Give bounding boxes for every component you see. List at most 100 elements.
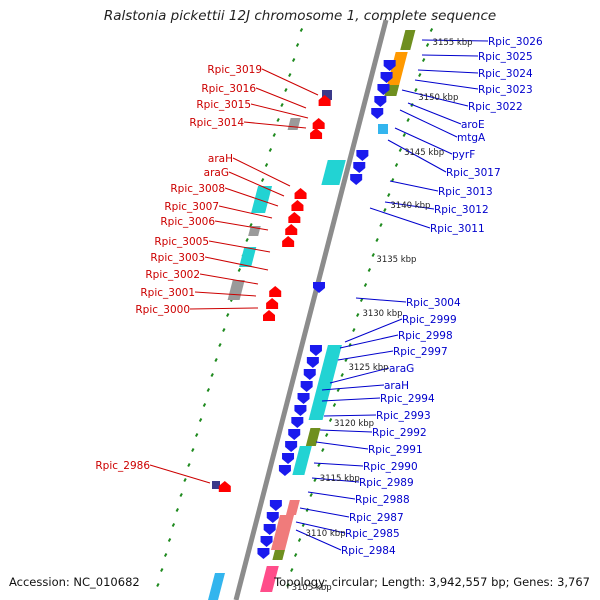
reverse-gene-arrow (313, 282, 325, 293)
outer-scale-tick (268, 148, 273, 152)
leader-line (214, 220, 269, 231)
inner-scale-tick (375, 238, 379, 242)
forward-gene-label: Rpic_3019 (207, 64, 262, 76)
forward-gene-arrow (269, 286, 282, 297)
kbp-label: 3115 kbp (320, 474, 360, 484)
cds-block (378, 124, 388, 134)
leader-line (355, 297, 407, 303)
reverse-gene-arrow (297, 393, 310, 404)
reverse-gene-arrow (380, 72, 393, 83)
leader-line (189, 307, 259, 310)
kbp-label: 3150 kbp (418, 93, 458, 103)
reverse-gene-arrow (374, 96, 387, 107)
accession-label: Accession: NC_010682 (9, 575, 140, 589)
inner-scale-tick (394, 163, 399, 167)
reverse-gene-arrow (257, 548, 270, 559)
leader-line (321, 384, 385, 391)
reverse-gene-label: araG (389, 363, 414, 375)
leader-line (421, 39, 489, 42)
leader-line (255, 87, 307, 109)
forward-gene-label: araG (204, 167, 229, 179)
cds-block (270, 515, 294, 550)
reverse-gene-label: Rpic_2997 (393, 346, 448, 358)
leader-line (315, 441, 369, 450)
cds-block (287, 118, 301, 130)
outer-scale-tick (210, 373, 214, 377)
cds-block (292, 446, 312, 475)
reverse-gene-label: Rpic_3013 (438, 186, 493, 198)
inner-scale-tick (340, 373, 344, 377)
inner-scale-tick (398, 148, 403, 152)
leader-line (261, 68, 319, 96)
reverse-gene-arrow (288, 429, 301, 440)
cds-block (272, 550, 285, 560)
leader-line (232, 157, 291, 187)
kbp-label: 3155 kbp (433, 38, 473, 48)
cds-block (239, 247, 257, 267)
inner-scale-tick (387, 193, 391, 197)
inner-scale-tick (332, 403, 337, 407)
forward-gene-arrow (291, 200, 304, 211)
forward-gene-label: Rpic_3014 (189, 117, 244, 129)
inner-scale-tick (356, 313, 360, 317)
reverse-gene-label: Rpic_3025 (478, 51, 533, 63)
leader-line (295, 529, 342, 551)
outer-scale-tick (264, 163, 269, 167)
leader-line (149, 464, 211, 484)
reverse-gene-label: Rpic_2999 (402, 314, 457, 326)
leader-line (384, 201, 435, 210)
kbp-label: 3140 kbp (390, 201, 430, 211)
reverse-gene-arrow (377, 84, 390, 95)
reverse-gene-arrow (350, 174, 363, 185)
reverse-gene-arrow (282, 453, 295, 464)
leader-line (387, 139, 447, 173)
reverse-gene-arrow (278, 465, 291, 476)
outer-scale-tick (202, 403, 207, 407)
forward-gene-arrow (263, 310, 276, 321)
outer-scale-tick (276, 118, 280, 122)
reverse-gene-label: Rpic_3022 (468, 101, 523, 113)
inner-scale-tick (286, 583, 290, 587)
map-title: Ralstonia pickettii 12J chromosome 1, co… (103, 8, 497, 24)
cds-block (321, 160, 346, 185)
cds-block (285, 500, 300, 515)
forward-gene-arrow (282, 236, 295, 247)
reverse-gene-label: Rpic_2987 (349, 512, 404, 524)
reverse-gene-arrow (356, 150, 369, 161)
reverse-gene-arrow (306, 357, 319, 368)
reverse-gene-label: Rpic_2984 (341, 545, 396, 557)
outer-scale-tick (187, 463, 191, 467)
reverse-gene-label: Rpic_3024 (478, 68, 533, 80)
leader-line (311, 477, 360, 483)
leader-line (307, 491, 356, 500)
outer-scale-tick (299, 28, 304, 32)
leader-line (204, 256, 269, 271)
reverse-gene-arrow (266, 512, 279, 523)
reverse-gene-arrow (269, 500, 282, 511)
reverse-gene-label: Rpic_2993 (376, 410, 431, 422)
leader-line (407, 102, 462, 125)
outer-scale-tick (260, 178, 265, 182)
inner-scale-tick (367, 268, 372, 272)
inner-scale-tick (379, 223, 383, 227)
leader-line (224, 187, 279, 207)
outer-scale-tick (194, 433, 199, 437)
cds-block (227, 280, 245, 300)
cds-block (251, 186, 273, 213)
outer-scale-tick (179, 493, 183, 497)
inner-scale-tick (328, 418, 333, 422)
inner-scale-tick (313, 478, 317, 482)
inner-scale-tick (359, 298, 364, 302)
inner-scale-tick (352, 328, 356, 332)
outer-scale-tick (160, 568, 164, 572)
leader-line (321, 397, 381, 402)
leader-line (218, 205, 273, 219)
leader-line (199, 273, 259, 285)
kbp-label: 3130 kbp (362, 309, 402, 319)
reverse-gene-arrow (353, 162, 366, 173)
leader-line (337, 350, 394, 361)
leader-line (369, 207, 431, 229)
forward-gene-label: Rpic_3003 (150, 252, 205, 264)
outer-scale-tick (280, 103, 284, 107)
